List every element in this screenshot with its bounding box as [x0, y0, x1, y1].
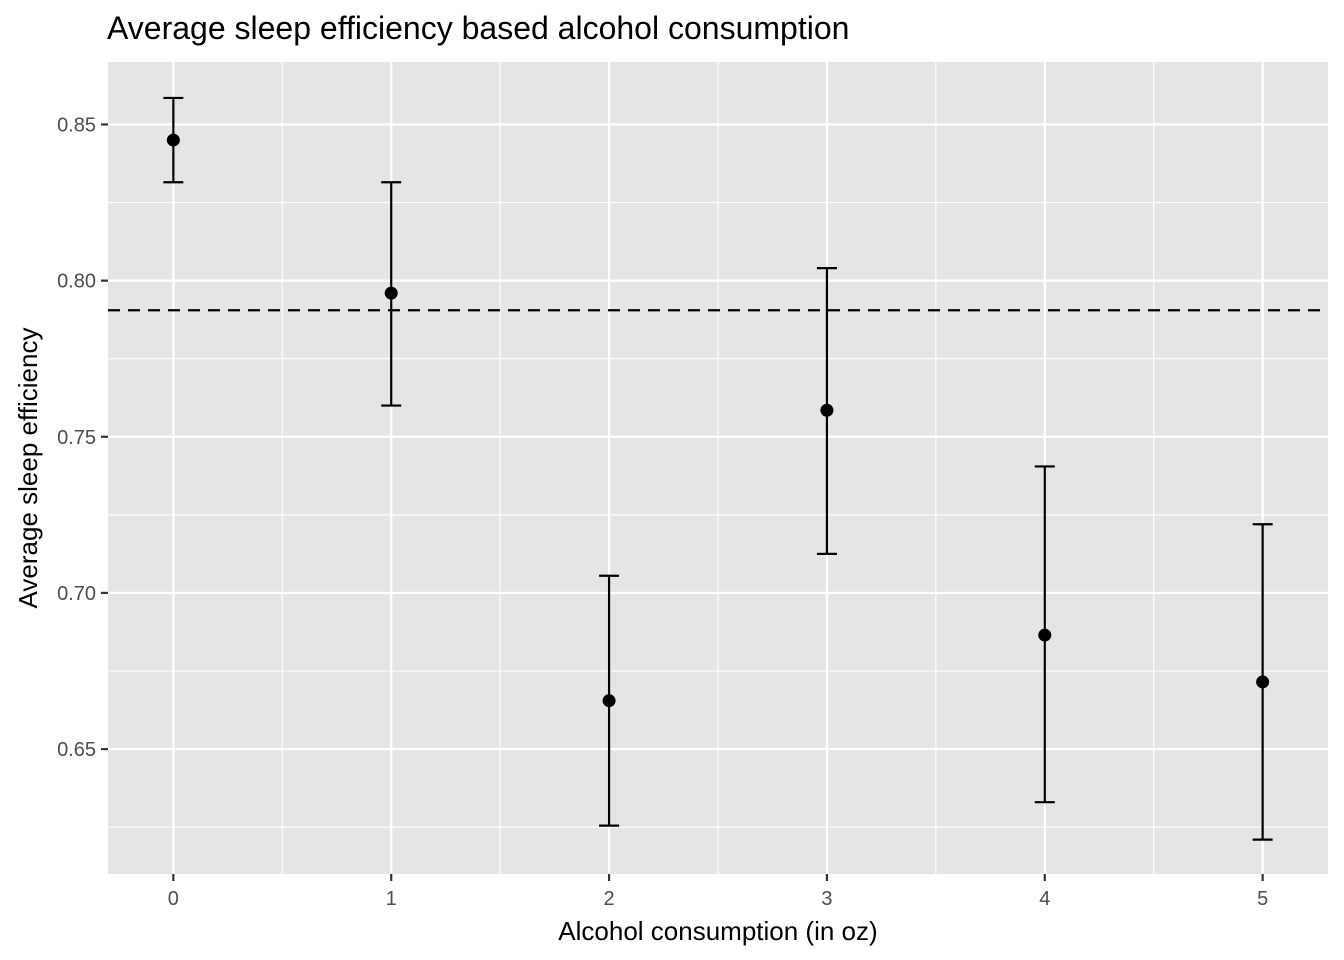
data-point: [602, 694, 616, 708]
x-tick-label: 4: [1039, 888, 1050, 910]
y-axis-title: Average sleep efficiency: [13, 328, 43, 609]
data-point: [1038, 628, 1052, 642]
x-axis-ticks: 0 1 2 3 4 5: [168, 874, 1268, 910]
data-points: [166, 133, 1270, 708]
x-tick-label: 1: [386, 888, 397, 910]
data-point: [166, 133, 180, 147]
data-point: [1256, 675, 1270, 689]
x-tick-label: 2: [604, 888, 615, 910]
x-tick-label: 3: [821, 888, 832, 910]
x-tick-label: 5: [1257, 888, 1268, 910]
y-tick-label: 0.75: [57, 427, 96, 449]
chart-title: Average sleep efficiency based alcohol c…: [107, 10, 849, 46]
y-tick-label: 0.80: [57, 271, 96, 293]
y-tick-label: 0.85: [57, 114, 96, 136]
y-axis-ticks: 0.65 0.70 0.75 0.80 0.85: [57, 114, 108, 761]
data-point: [384, 286, 398, 300]
x-tick-label: 0: [168, 888, 179, 910]
y-tick-label: 0.70: [57, 583, 96, 605]
y-tick-label: 0.65: [57, 739, 96, 761]
x-axis-title: Alcohol consumption (in oz): [558, 916, 877, 946]
data-point: [820, 403, 834, 417]
grid-minor: [108, 62, 1328, 874]
